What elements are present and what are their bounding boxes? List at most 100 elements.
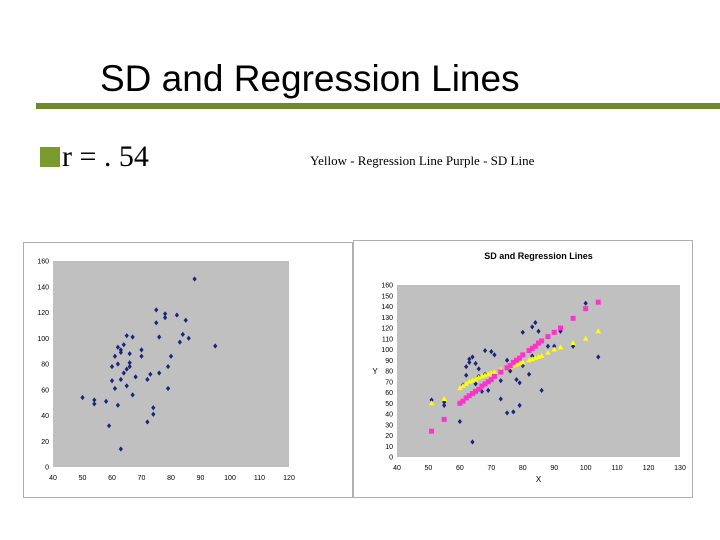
data-point [504, 410, 510, 416]
x-tick-label: 120 [643, 465, 655, 472]
data-point [145, 376, 150, 383]
regression-point [472, 376, 479, 382]
x-tick-label: 110 [254, 475, 265, 482]
y-tick-label: 60 [41, 387, 49, 394]
sd-point [583, 306, 589, 312]
y-tick-label: 130 [381, 315, 393, 322]
regression-point [557, 344, 564, 350]
sd-point [460, 398, 466, 404]
data-point [124, 383, 129, 389]
y-tick-label: 80 [385, 369, 393, 376]
chart-title: SD and Regression Lines [484, 251, 593, 261]
data-point [145, 419, 150, 425]
x-tick-label: 40 [393, 465, 401, 472]
y-tick-label: 90 [385, 358, 393, 365]
plot-area [397, 285, 680, 457]
data-point [121, 370, 126, 376]
x-tick-label: 80 [167, 475, 175, 482]
y-tick-label: 160 [37, 259, 49, 266]
y-tick-label: 50 [385, 401, 393, 408]
sd-point [520, 352, 526, 358]
data-point [148, 371, 153, 377]
sd-point [539, 338, 545, 344]
y-tick-label: 160 [381, 283, 393, 290]
y-tick-label: 10 [385, 444, 393, 451]
regression-point [551, 346, 558, 352]
sd-point [488, 377, 494, 383]
sd-point [429, 428, 435, 434]
data-point [508, 368, 513, 374]
x-tick-label: 120 [283, 475, 295, 482]
y-tick-label: 0 [389, 455, 393, 462]
sd-point [463, 395, 469, 401]
y-tick-label: 120 [37, 310, 49, 317]
sd-point [473, 388, 479, 394]
x-tick-label: 50 [425, 465, 433, 472]
regression-point [491, 369, 498, 375]
x-axis-label: X [536, 475, 542, 484]
data-point [121, 342, 126, 348]
data-point [115, 361, 120, 367]
data-point [492, 352, 497, 358]
x-tick-label: 70 [487, 465, 495, 472]
y-tick-label: 110 [382, 336, 393, 343]
regression-point [582, 335, 589, 341]
data-point [157, 370, 162, 376]
sd-point [457, 400, 463, 406]
sd-point [517, 355, 523, 361]
plot-area [53, 261, 289, 467]
sd-point [551, 329, 557, 335]
x-tick-label: 90 [550, 465, 558, 472]
x-tick-label: 80 [519, 465, 527, 472]
correlation-text: r = . 54 [62, 140, 149, 173]
regression-point [595, 328, 602, 334]
data-point [106, 423, 112, 429]
sd-point [513, 357, 519, 363]
x-tick-label: 90 [197, 475, 205, 482]
sd-point [498, 369, 504, 375]
y-tick-label: 150 [381, 293, 393, 300]
sd-point [485, 379, 491, 385]
regression-point [460, 383, 466, 389]
sd-point [532, 343, 538, 349]
x-tick-label: 40 [49, 475, 57, 482]
slide-title: SD and Regression Lines [100, 58, 520, 99]
y-tick-label: 120 [381, 326, 393, 333]
data-point [118, 376, 123, 383]
y-tick-label: 0 [45, 465, 49, 472]
sd-point [529, 345, 535, 351]
sd-point [558, 325, 564, 331]
x-tick-label: 60 [456, 465, 464, 472]
data-point [498, 378, 503, 384]
y-tick-label: 40 [41, 413, 49, 420]
data-point [186, 335, 191, 341]
data-point [115, 344, 120, 350]
sd-point [570, 315, 576, 321]
sd-point [482, 381, 488, 387]
bullet-icon [40, 147, 60, 167]
regression-point [570, 340, 576, 346]
regression-point [457, 385, 463, 391]
y-tick-label: 60 [385, 390, 393, 397]
sd-point [595, 299, 601, 305]
y-axis-label: Y [372, 367, 378, 376]
legend-caption: Yellow - Regression Line Purple - SD Lin… [310, 153, 535, 168]
y-tick-label: 20 [41, 439, 49, 446]
data-point [133, 374, 138, 380]
y-tick-label: 100 [37, 336, 49, 343]
title-underline [36, 103, 720, 109]
data-point [533, 320, 538, 326]
sd-point [491, 373, 497, 379]
x-tick-label: 50 [79, 475, 87, 482]
regression-point [463, 380, 469, 386]
x-tick-label: 100 [224, 475, 236, 482]
sd-point [476, 386, 482, 392]
regression-point [545, 349, 551, 355]
x-tick-label: 130 [674, 465, 686, 472]
scatter-chart-left: 40 50 60 70 80 90 100 110 120 0 20 40 60 80 100 120 140 1… [23, 242, 353, 498]
sd-point [504, 365, 510, 371]
data-point [596, 354, 601, 360]
data-point [520, 329, 525, 335]
data-point [476, 366, 481, 372]
